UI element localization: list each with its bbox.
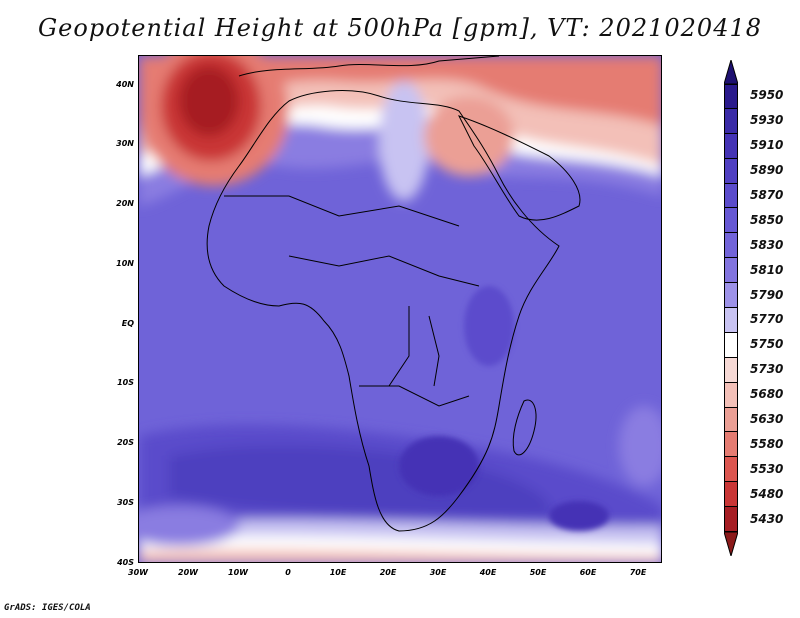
coastlines [206,56,581,532]
colorbar-box [724,482,738,508]
y-tick-40s: 40S [117,558,134,567]
x-tick-0: 0 [285,568,291,577]
colorbar-level-label: 5580 [750,436,784,451]
field-east-africa-core [464,286,514,366]
colorbar-box [724,108,738,134]
map-panel [138,55,662,563]
height-field-map [139,56,661,562]
colorbar-level-label: 5750 [750,337,784,352]
x-tick-30w: 30W [128,568,148,577]
x-tick-20w: 20W [178,568,198,577]
x-tick-60e: 60E [579,568,597,577]
colorbar-level-label: 5890 [750,163,784,178]
colorbar-level-label: 5480 [750,486,784,501]
colorbar-level-label: 5850 [750,212,784,227]
colorbar-under-arrow [724,532,738,556]
colorbar-box [724,457,738,483]
colorbar-box [724,208,738,234]
colorbar-level-label: 5830 [750,237,784,252]
colorbar [724,60,738,556]
y-tick-30s: 30S [117,498,134,507]
colorbar-box [724,84,738,109]
map-title: Geopotential Height at 500hPa [gpm], VT:… [38,14,762,42]
border-south [359,385,470,407]
colorbar-box [724,133,738,159]
x-tick-40e: 40E [479,568,497,577]
x-tick-10w: 10W [228,568,248,577]
grads-credit: GrADS: IGES/COLA [4,603,91,613]
colorbar-box [724,357,738,383]
africa-coastline [206,90,560,532]
colorbar-box [724,258,738,284]
y-tick-20n: 20N [116,199,134,208]
field-south-africa-core [399,436,479,496]
y-tick-30n: 30N [116,139,134,148]
colorbar-level-label: 5730 [750,362,784,377]
field-sw-light [139,506,239,546]
colorbar-box [724,382,738,408]
field-atlantic-low-core [179,66,239,136]
colorbar-box [724,407,738,433]
europe-coast [238,56,500,77]
border-central [288,255,480,287]
colorbar-level-label: 5870 [750,188,784,202]
field-sahara-ridge [379,81,429,201]
madagascar-outline [512,399,537,456]
y-tick-10s: 10S [117,378,134,387]
colorbar-level-label: 5790 [750,287,784,302]
x-tick-10e: 10E [329,568,347,577]
colorbar-level-label: 5930 [750,113,784,128]
colorbar-box [724,233,738,259]
x-tick-30e: 30E [429,568,447,577]
x-tick-70e: 70E [629,568,647,577]
colorbar-box [724,432,738,458]
field-se-light [619,406,661,486]
border-lakes [388,306,440,387]
y-tick-40n: 40N [116,80,134,89]
colorbar-box [724,158,738,184]
field-south-red [139,549,661,562]
field-madagascar-core [549,501,609,531]
colorbar-level-label: 5630 [750,412,784,426]
colorbar-level-label: 5770 [750,312,784,327]
colorbar-level-label: 5810 [750,262,784,277]
colorbar-box [724,308,738,333]
colorbar-over-arrow [724,60,738,84]
colorbar-level-label: 5950 [750,88,784,103]
y-tick-eq: EQ [121,319,134,328]
x-tick-50e: 50E [529,568,547,577]
arabia-outline [458,115,581,221]
colorbar-level-label: 5430 [750,511,784,526]
colorbar-box [724,283,738,308]
colorbar-level-label: 5680 [750,387,784,402]
colorbar-box [724,507,738,532]
x-tick-20e: 20E [379,568,397,577]
colorbar-level-label: 5530 [750,461,784,476]
colorbar-box [724,183,738,209]
border-sahel [224,195,460,227]
y-tick-10n: 10N [116,259,134,268]
colorbar-box [724,332,738,358]
colorbar-level-label: 5910 [750,138,784,153]
y-tick-20s: 20S [117,438,134,447]
